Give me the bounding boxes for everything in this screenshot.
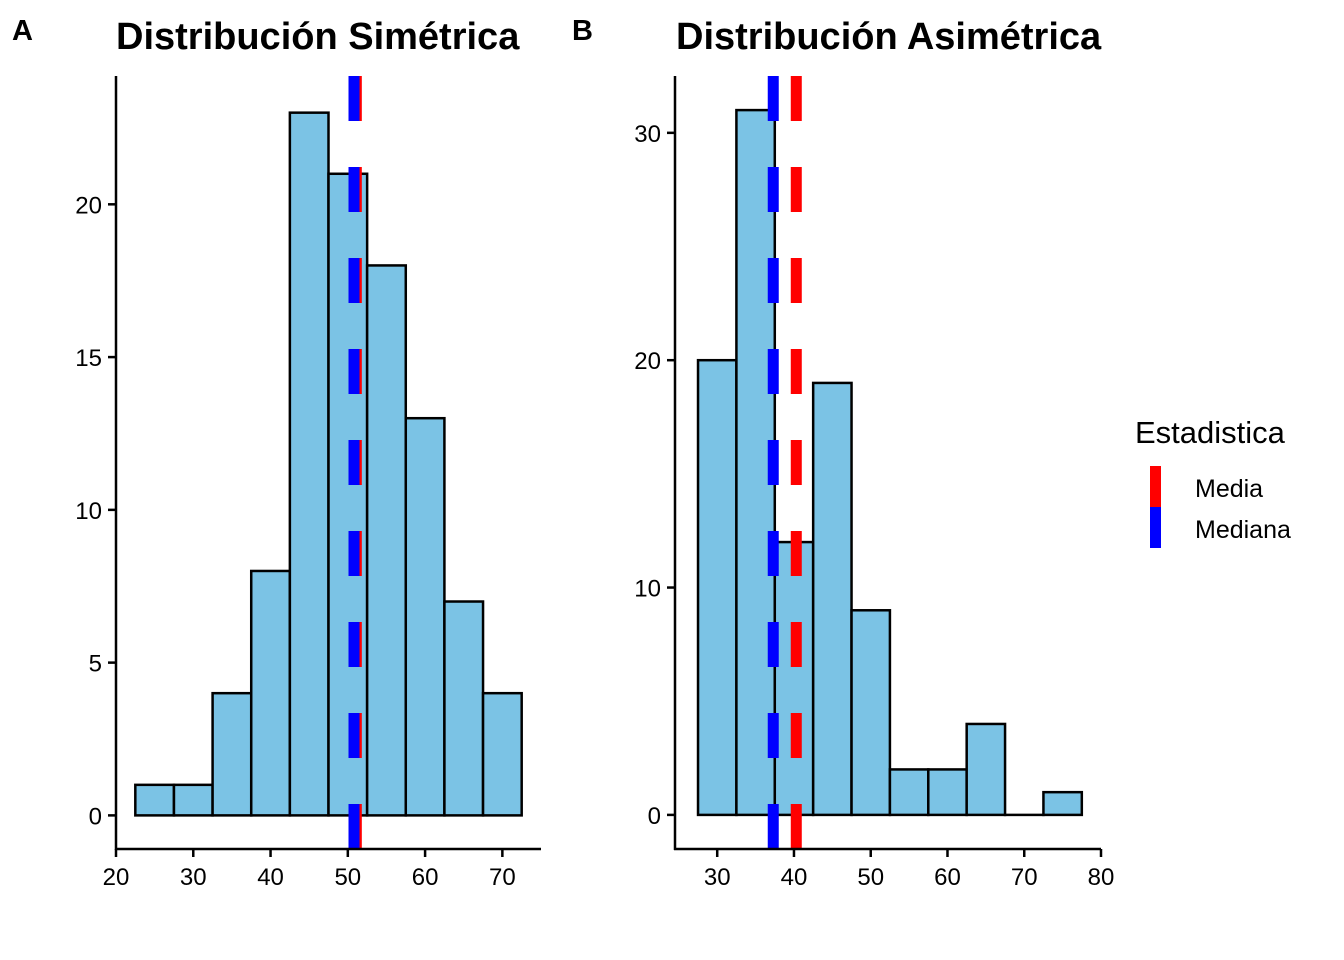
axes-symmetric: 20 30 40 50 60 70 0 5 10 15 20 <box>75 76 541 891</box>
x-tick-label: 30 <box>704 864 731 891</box>
histogram-bar <box>850 609 892 817</box>
histogram-bar <box>211 691 253 817</box>
y-tick-label: 15 <box>75 345 102 372</box>
y-tick-label: 5 <box>89 651 102 678</box>
histogram-bar <box>172 783 214 817</box>
reference-lines-asymmetric <box>767 76 802 849</box>
y-tick-label: 0 <box>89 803 102 830</box>
histogram-bar <box>1042 790 1084 817</box>
panel-tag-b: B <box>572 15 593 47</box>
histogram-bar <box>404 416 446 817</box>
histogram-bars-symmetric <box>134 111 523 817</box>
legend-key-media <box>1150 466 1161 507</box>
x-tick-label: 70 <box>489 864 516 891</box>
histogram-bars-asymmetric <box>696 108 1084 817</box>
histogram-bar <box>365 264 408 817</box>
axes-asymmetric: 30 40 50 60 70 80 0 10 20 30 <box>634 76 1114 891</box>
histogram-bar <box>443 600 485 817</box>
histogram-bar <box>249 569 292 817</box>
x-tick-label: 30 <box>180 864 207 891</box>
y-tick-label: 0 <box>648 803 661 830</box>
legend-key-mediana <box>1150 507 1161 548</box>
x-tick-label: 50 <box>334 864 361 891</box>
histogram-bar <box>134 783 176 817</box>
histogram-bar <box>811 381 853 817</box>
legend-title: Estadistica <box>1135 415 1286 450</box>
histogram-bar <box>927 768 968 817</box>
y-tick-label: 20 <box>75 192 102 219</box>
y-tick-label: 20 <box>634 348 661 375</box>
legend-label-mediana: Mediana <box>1195 516 1291 544</box>
panel-symmetric: A Distribución Simétrica 20 30 40 50 60 70 0 5 1… <box>12 15 541 891</box>
panel-asymmetric: B Distribución Asimétrica 30 40 50 60 70 80 0 1… <box>572 15 1114 891</box>
x-tick-label: 60 <box>934 864 961 891</box>
y-tick-label: 30 <box>634 121 661 148</box>
histogram-bar <box>965 722 1007 817</box>
histogram-bar <box>696 358 738 817</box>
x-tick-label: 20 <box>103 864 130 891</box>
panel-title-asymmetric: Distribución Asimétrica <box>676 16 1102 58</box>
histogram-bar <box>288 111 330 817</box>
x-tick-label: 40 <box>781 864 808 891</box>
histogram-bar <box>481 691 523 817</box>
x-tick-label: 70 <box>1011 864 1038 891</box>
x-tick-label: 40 <box>257 864 284 891</box>
legend: Estadistica Media Mediana <box>1135 415 1291 548</box>
panel-title-symmetric: Distribución Simétrica <box>116 16 520 58</box>
y-tick-label: 10 <box>634 576 661 603</box>
histogram-bar <box>888 768 930 817</box>
y-tick-label: 10 <box>75 498 102 525</box>
legend-label-media: Media <box>1195 475 1263 503</box>
x-tick-label: 50 <box>857 864 884 891</box>
reference-lines-symmetric <box>348 76 362 849</box>
panel-tag-a: A <box>12 15 33 47</box>
x-tick-label: 60 <box>412 864 439 891</box>
histogram-bar <box>773 540 815 817</box>
x-tick-label: 80 <box>1088 864 1115 891</box>
